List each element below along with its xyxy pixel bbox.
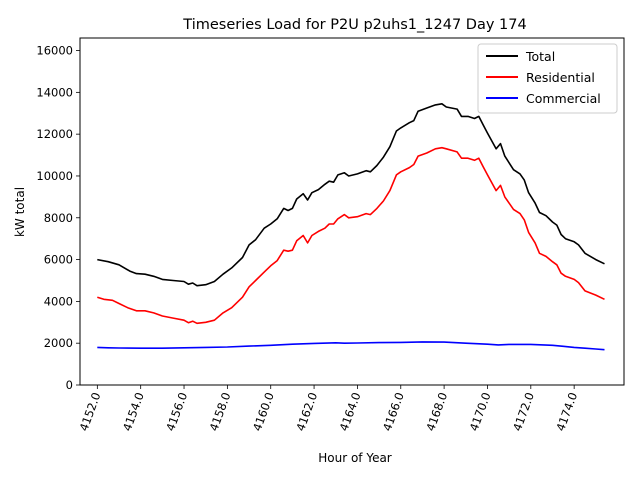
series-line-total <box>97 103 605 287</box>
y-tick-label: 10000 <box>36 169 73 183</box>
legend-box <box>477 43 618 114</box>
x-tick-label: 4164.0 <box>337 390 364 433</box>
y-tick-label: 12000 <box>36 127 73 141</box>
x-tick-label: 4152.0 <box>77 390 104 433</box>
y-axis-label: kW total <box>13 187 27 237</box>
x-tick-label: 4172.0 <box>510 390 537 433</box>
x-tick-label: 4154.0 <box>120 390 147 433</box>
plot-frame <box>79 37 625 386</box>
chart-title: Timeseries Load for P2U p2uhs1_1247 Day … <box>182 17 526 33</box>
legend-label-residential: Residential <box>526 70 595 85</box>
y-tick-label: 4000 <box>44 294 73 308</box>
series-layer <box>97 103 605 351</box>
y-tick-label: 6000 <box>44 253 73 267</box>
x-tick-label: 4166.0 <box>380 390 407 433</box>
x-tick-label: 4170.0 <box>467 390 494 433</box>
series-line-commercial <box>97 341 605 351</box>
legend: Total Residential Commercial <box>477 43 618 114</box>
series-line-residential <box>97 146 605 325</box>
y-tick-label: 16000 <box>36 44 73 58</box>
x-tick-label: 4156.0 <box>163 390 190 433</box>
y-tick-label: 0 <box>66 378 73 392</box>
x-axis-label: Hour of Year <box>318 451 392 465</box>
y-tick-label: 8000 <box>44 211 73 225</box>
x-tick-label: 4174.0 <box>553 390 580 433</box>
legend-label-commercial: Commercial <box>526 91 601 106</box>
y-tick-label: 14000 <box>36 85 73 99</box>
x-tick-label: 4160.0 <box>250 390 277 433</box>
x-tick-label: 4168.0 <box>423 390 450 433</box>
x-tick-label: 4162.0 <box>293 390 320 433</box>
y-tick-label: 2000 <box>44 336 73 350</box>
x-tick-label: 4158.0 <box>207 390 234 433</box>
legend-label-total: Total <box>525 49 555 64</box>
